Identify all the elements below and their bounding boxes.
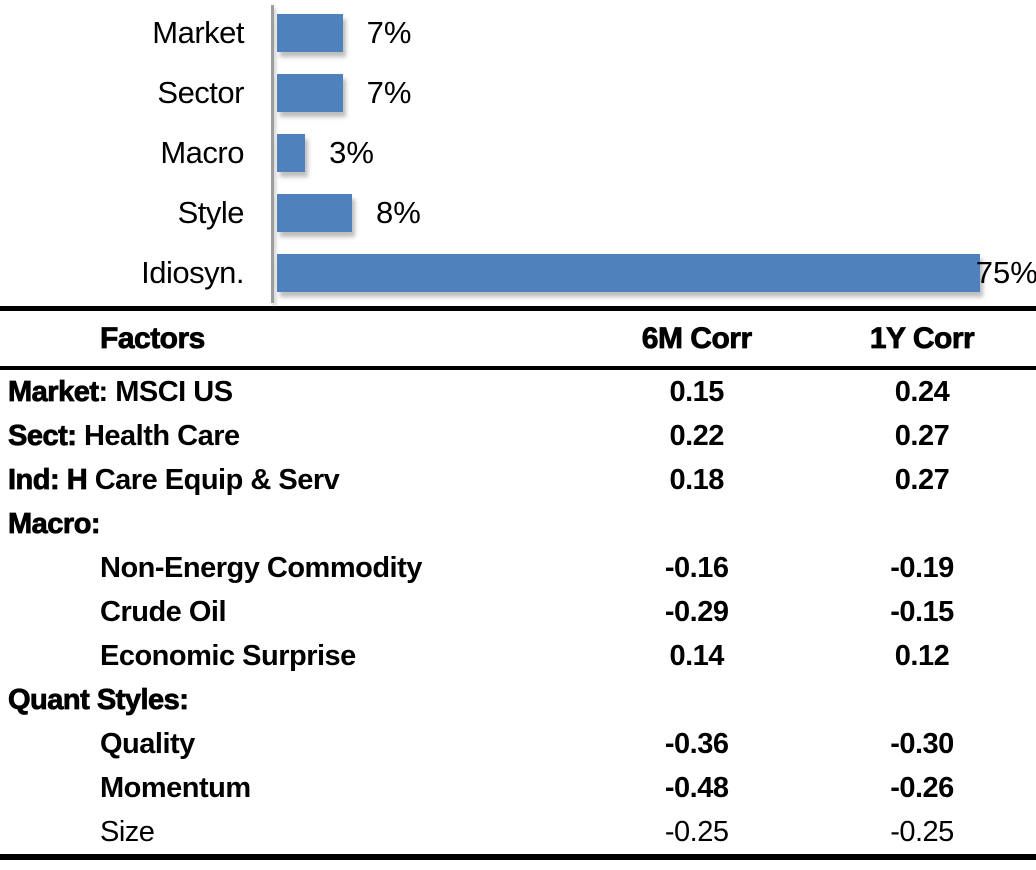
table-header-1y-corr: 1Y Corr (869, 321, 975, 355)
chart-value-label: 7% (366, 15, 412, 50)
chart-plot-area: 7% (274, 14, 1036, 52)
corr-1y-value: -0.15 (890, 595, 954, 628)
table-header-6m-corr: 6M Corr (641, 321, 752, 355)
chart-row: Sector 7% (0, 63, 1036, 123)
chart-bar (277, 74, 343, 112)
factor-label-prefix: Ind: H (8, 463, 88, 496)
table-row: Non-Energy Commodity -0.16 -0.19 (0, 546, 1036, 590)
corr-1y-value: 0.12 (894, 639, 950, 672)
corr-1y-value: 0.27 (894, 463, 950, 496)
chart-value-label: 7% (366, 75, 412, 110)
chart-plot-area: 8% (274, 194, 1036, 232)
factor-label-text: Economic Surprise (100, 639, 356, 672)
factor-label-text: : MSCI US (98, 375, 234, 408)
table-row: Sect: Health Care 0.22 0.27 (0, 414, 1036, 458)
factor-label: Ind: H Care Equip & Serv (0, 463, 585, 497)
factor-label-prefix: Market (8, 375, 100, 408)
corr-6m-value: -0.25 (664, 815, 729, 848)
corr-1y-value: -0.30 (890, 727, 954, 760)
factor-label-text: Quality (100, 727, 195, 760)
factor-correlation-table: Factors 6M Corr 1Y Corr Market: MSCI US 0… (0, 306, 1036, 860)
risk-decomposition-bar-chart: Market 7% Sector 7% Macro 3% Style 8% Idiosyn. 75… (0, 0, 1036, 306)
corr-6m-value: 0.22 (669, 419, 724, 452)
table-row: Ind: H Care Equip & Serv 0.18 0.27 (0, 458, 1036, 502)
table-body: Market: MSCI US 0.15 0.24 Sect: Health Care… (0, 370, 1036, 854)
factor-label-text: Care Equip & Serv (87, 463, 340, 496)
corr-6m-value: 0.15 (669, 375, 724, 408)
chart-plot-area: 7% (274, 74, 1036, 112)
factor-label-prefix: Sect: (8, 419, 78, 452)
chart-category-axis (271, 5, 274, 303)
factor-label-text: Crude Oil (100, 595, 227, 628)
corr-1y-value: -0.26 (890, 771, 954, 804)
chart-bar (277, 14, 343, 52)
corr-1y-value: -0.19 (890, 551, 954, 584)
chart-bar (277, 134, 306, 172)
factor-label: Economic Surprise (0, 640, 585, 673)
corr-6m-value: -0.29 (664, 595, 729, 628)
table-row: Macro: (0, 502, 1036, 546)
factor-label: Size (0, 816, 585, 849)
chart-value-label: 8% (375, 195, 421, 230)
table-header-factors: Factors (100, 321, 206, 355)
corr-1y-value: 0.24 (894, 375, 950, 408)
factor-label-text: Size (100, 815, 155, 848)
factor-label: Crude Oil (0, 596, 585, 629)
chart-category-label: Sector (157, 75, 244, 110)
corr-6m-value: -0.48 (664, 771, 729, 804)
factor-label: Quality (0, 728, 585, 761)
factor-label: Momentum (0, 772, 585, 805)
factor-label: Macro: (0, 507, 585, 541)
chart-row: Macro 3% (0, 123, 1036, 183)
table-row: Momentum -0.48 -0.26 (0, 766, 1036, 810)
factor-label-prefix: Quant Styles: (8, 683, 190, 716)
chart-value-label: 75% (975, 255, 1036, 290)
chart-category-label: Market (152, 15, 244, 50)
chart-row: Style 8% (0, 183, 1036, 243)
table-row: Quant Styles: (0, 678, 1036, 722)
chart-plot-area: 3% (274, 134, 1036, 172)
chart-bar (277, 254, 980, 292)
factor-label: Non-Energy Commodity (0, 552, 585, 585)
factor-label: Sect: Health Care (0, 419, 585, 453)
chart-category-label: Style (177, 195, 245, 230)
factor-label-text: Momentum (100, 771, 251, 804)
chart-category-label: Idiosyn. (141, 255, 244, 290)
corr-6m-value: 0.18 (669, 463, 724, 496)
corr-6m-value: 0.14 (669, 639, 724, 672)
table-row: Market: MSCI US 0.15 0.24 (0, 370, 1036, 414)
table-row: Size -0.25 -0.25 (0, 810, 1036, 854)
chart-row: Idiosyn. 75% (0, 243, 1036, 303)
factor-label: Quant Styles: (0, 683, 585, 717)
table-header-row: Factors 6M Corr 1Y Corr (0, 311, 1036, 370)
table-row: Quality -0.36 -0.30 (0, 722, 1036, 766)
chart-plot-area: 75% (274, 254, 1036, 292)
chart-row: Market 7% (0, 3, 1036, 63)
factor-label-text: Health Care (76, 419, 240, 452)
factor-label-text: Non-Energy Commodity (100, 551, 422, 584)
corr-6m-value: -0.16 (664, 551, 729, 584)
factor-label-prefix: Macro: (8, 507, 101, 540)
chart-rows: Market 7% Sector 7% Macro 3% Style 8% Idiosyn. 75… (0, 3, 1036, 303)
factor-label: Market: MSCI US (0, 375, 585, 409)
corr-1y-value: 0.27 (894, 419, 950, 452)
table-row: Crude Oil -0.29 -0.15 (0, 590, 1036, 634)
table-row: Economic Surprise 0.14 0.12 (0, 634, 1036, 678)
chart-category-label: Macro (160, 135, 244, 170)
chart-value-label: 3% (329, 135, 374, 170)
chart-bar (277, 194, 352, 232)
corr-1y-value: -0.25 (890, 815, 954, 848)
corr-6m-value: -0.36 (664, 727, 729, 760)
